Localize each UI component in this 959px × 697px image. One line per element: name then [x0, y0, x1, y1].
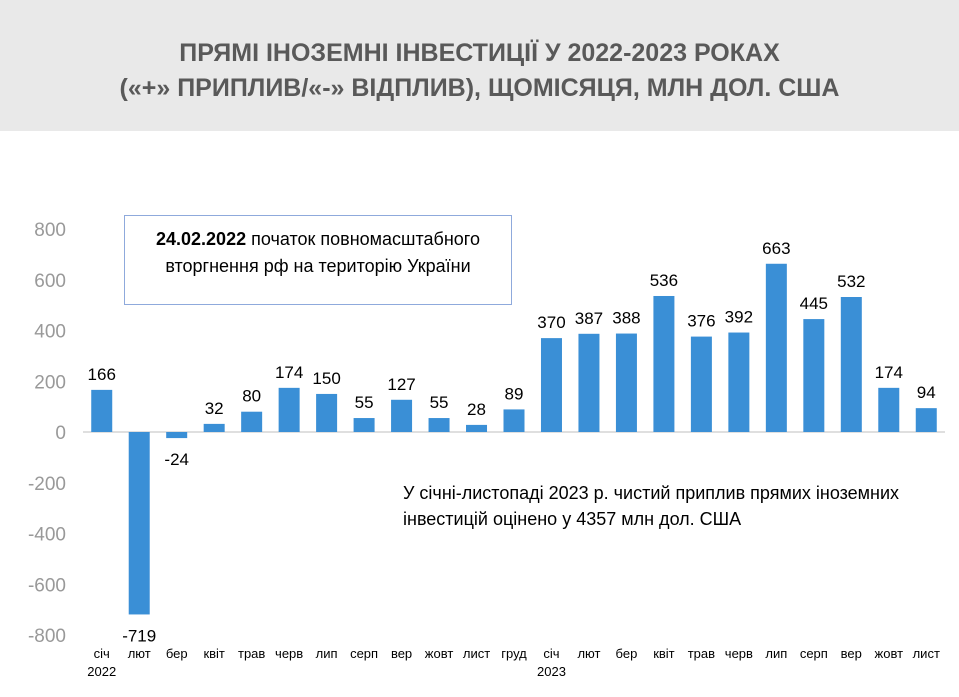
data-label: 392 [725, 308, 753, 327]
bar [203, 423, 225, 432]
bar [615, 333, 637, 432]
data-label: 150 [312, 369, 340, 388]
x-tick-label: трав [688, 646, 715, 661]
bar [653, 295, 675, 432]
chart-title: ПРЯМІ ІНОЗЕМНІ ІНВЕСТИЦІЇ У 2022-2023 РО… [0, 36, 959, 106]
x-tick-label: січ [543, 646, 559, 661]
bar [428, 418, 450, 432]
bar [503, 409, 525, 432]
data-label: 536 [650, 271, 678, 290]
x-tick-label: лип [765, 646, 787, 661]
x-tick-label: серп [350, 646, 378, 661]
data-label: 376 [687, 312, 715, 331]
bar [578, 333, 600, 432]
y-tick-label: -600 [28, 575, 66, 596]
data-label: 445 [800, 294, 828, 313]
data-label: 388 [612, 309, 640, 328]
data-label: 32 [205, 399, 224, 418]
year-label: 2022 [87, 664, 116, 679]
bar [728, 332, 750, 432]
bar [878, 387, 900, 432]
data-label: 166 [88, 365, 116, 384]
data-label: 370 [537, 313, 565, 332]
y-tick-label: 800 [34, 220, 66, 241]
data-label: 94 [917, 383, 936, 402]
bar [803, 319, 825, 432]
y-tick-label: 0 [55, 423, 66, 444]
invasion-callout: 24.02.2022 початок повномасштабного втор… [124, 215, 512, 305]
data-label: 55 [355, 393, 374, 412]
title-banner [0, 0, 959, 131]
data-label: 55 [430, 393, 449, 412]
chart-title-line2: («+» ПРИПЛИВ/«-» ВІДПЛИВ), ЩОМІСЯЦЯ, МЛН… [119, 74, 840, 102]
data-label: 174 [275, 363, 303, 382]
x-tick-label: вер [391, 646, 412, 661]
x-tick-label: жовт [425, 646, 454, 661]
x-tick-label: лют [128, 646, 151, 661]
bar [278, 387, 300, 432]
data-label: 89 [505, 384, 524, 403]
data-label: -719 [122, 626, 156, 645]
x-tick-label: груд [501, 646, 527, 661]
x-tick-label: бер [616, 646, 638, 661]
y-tick-label: 600 [34, 271, 66, 292]
data-label: 80 [242, 387, 261, 406]
summary-note: У січні-листопаді 2023 р. чистий приплив… [403, 483, 900, 529]
data-label: 532 [837, 272, 865, 291]
y-tick-label: -800 [28, 626, 66, 647]
x-tick-label: січ [94, 646, 110, 661]
x-tick-label: лист [913, 646, 940, 661]
bar [353, 418, 375, 432]
bar [391, 399, 413, 432]
data-label: 174 [875, 363, 903, 382]
y-tick-label: 400 [34, 322, 66, 343]
x-tick-label: жовт [875, 646, 904, 661]
bar [128, 432, 150, 615]
x-tick-label: бер [166, 646, 188, 661]
bar [241, 411, 263, 432]
bar [166, 432, 188, 439]
x-tick-label: лип [316, 646, 338, 661]
x-tick-label: вер [841, 646, 862, 661]
x-tick-label: трав [238, 646, 265, 661]
y-tick-label: -200 [28, 474, 66, 495]
year-label: 2023 [537, 664, 566, 679]
x-tick-label: черв [725, 646, 753, 661]
data-label: 387 [575, 309, 603, 328]
x-tick-label: черв [275, 646, 303, 661]
bar [765, 263, 787, 432]
x-tick-label: серп [800, 646, 828, 661]
callout-date: 24.02.2022 [156, 229, 247, 249]
chart-title-line1: ПРЯМІ ІНОЗЕМНІ ІНВЕСТИЦІЇ У 2022-2023 РО… [179, 39, 780, 67]
y-tick-label: -400 [28, 525, 66, 546]
bar [690, 336, 712, 432]
data-label: 663 [762, 239, 790, 258]
callout-text: початок повномасштабного вторгнення рф н… [165, 229, 480, 276]
x-tick-label: квіт [203, 646, 224, 661]
data-label: 28 [467, 400, 486, 419]
data-label: -24 [164, 450, 189, 469]
bar [915, 408, 937, 432]
bar [91, 389, 113, 432]
bar [466, 424, 488, 432]
x-tick-label: квіт [653, 646, 674, 661]
data-label: 127 [387, 375, 415, 394]
bar [840, 297, 862, 432]
x-tick-label: лют [577, 646, 600, 661]
bar [316, 393, 338, 432]
bar [540, 338, 562, 432]
x-tick-label: лист [463, 646, 490, 661]
y-tick-label: 200 [34, 372, 66, 393]
